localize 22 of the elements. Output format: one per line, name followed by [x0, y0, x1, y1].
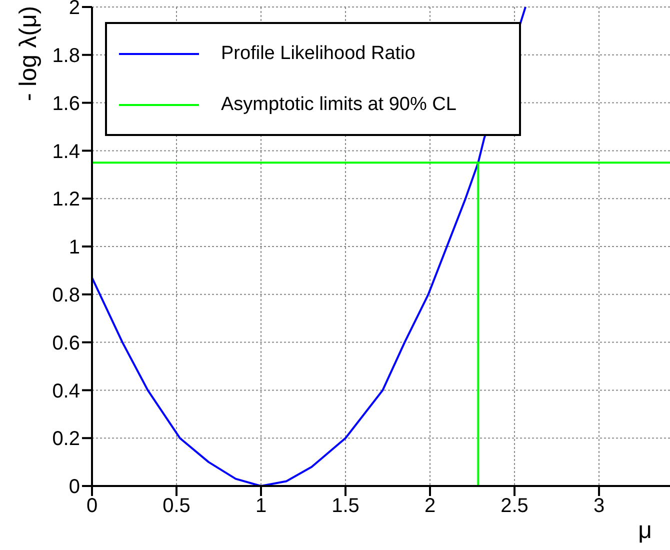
- y-tick-label: 1: [68, 236, 80, 259]
- x-axis-title: μ: [638, 517, 652, 544]
- y-tick-label: 0.8: [52, 284, 80, 306]
- y-tick-label: 1.8: [52, 45, 80, 67]
- legend-label: Profile Likelihood Ratio: [221, 42, 416, 64]
- x-tick-label: 1.5: [332, 495, 360, 518]
- legend-label: Asymptotic limits at 90% CL: [221, 94, 456, 116]
- y-tick-label: 1.6: [52, 92, 80, 115]
- x-tick-label: 0: [86, 495, 98, 518]
- x-tick-label: 2.5: [500, 495, 528, 518]
- y-tick-label: 0.2: [52, 428, 80, 450]
- x-tick-label: 2: [424, 495, 436, 518]
- y-tick-label: 0.6: [52, 332, 80, 354]
- y-tick-label: 0.4: [52, 380, 80, 402]
- x-tick-label: 0.5: [162, 495, 190, 518]
- x-tick-label: 1: [255, 495, 267, 518]
- y-tick-label: 1.4: [52, 140, 80, 163]
- y-tick-label: 2: [68, 0, 80, 20]
- y-tick-label: 1.2: [52, 188, 80, 211]
- y-tick-label: 0: [68, 476, 80, 498]
- x-tick-label: 3: [593, 495, 605, 518]
- y-axis-title: - log λ(μ): [15, 6, 42, 102]
